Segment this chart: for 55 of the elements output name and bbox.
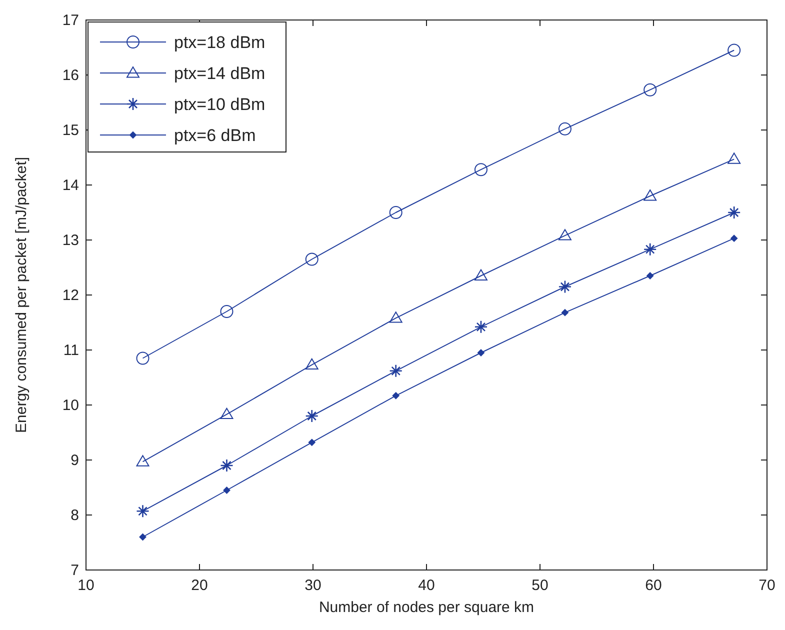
x-tick-label: 70 <box>758 577 776 594</box>
point <box>728 44 741 57</box>
point <box>139 534 146 540</box>
point <box>305 409 319 423</box>
point <box>646 272 654 280</box>
x-tick-label: 50 <box>532 577 548 594</box>
point <box>223 486 230 494</box>
point <box>136 352 150 365</box>
y-tick-label: 12 <box>62 287 79 304</box>
point <box>305 252 318 266</box>
y-tick-label: 11 <box>63 342 79 359</box>
legend-label: ptx=18 dBm <box>174 33 266 52</box>
point <box>477 349 484 356</box>
y-tick-label: 14 <box>62 177 79 194</box>
point <box>644 83 657 96</box>
point <box>136 504 150 518</box>
point <box>644 190 657 201</box>
legend-label: ptx=14 dBm <box>174 64 266 83</box>
point <box>220 408 234 420</box>
point <box>389 206 402 219</box>
y-tick-label: 15 <box>62 122 79 139</box>
point <box>474 163 488 176</box>
x-tick-label: 30 <box>304 577 322 594</box>
point <box>474 269 488 280</box>
legend-label: ptx=10 dBm <box>174 95 266 114</box>
y-tick-label: 8 <box>70 507 79 524</box>
point <box>308 438 316 446</box>
point <box>474 320 488 334</box>
point <box>558 229 572 240</box>
point <box>643 242 657 256</box>
point <box>558 122 572 136</box>
x-tick-label: 40 <box>418 577 435 594</box>
point <box>389 312 402 323</box>
y-tick-label: 10 <box>62 397 79 414</box>
point <box>220 458 234 472</box>
point <box>220 305 234 318</box>
x-tick-label: 20 <box>191 577 208 594</box>
point <box>305 358 318 370</box>
y-axis-title: Energy consumed per packet [mJ/packet] <box>13 157 30 433</box>
point <box>392 392 400 400</box>
point <box>561 309 568 316</box>
point <box>136 455 150 466</box>
y-tick-label: 7 <box>70 562 79 579</box>
x-tick-label: 60 <box>645 577 662 594</box>
y-tick-label: 13 <box>62 232 79 249</box>
point <box>727 206 741 220</box>
y-tick-label: 9 <box>70 452 79 469</box>
x-axis-title: Number of nodes per square km <box>318 599 534 616</box>
y-tick-label: 16 <box>62 67 79 84</box>
point <box>728 152 741 164</box>
point <box>558 280 572 294</box>
y-tick-label: 17 <box>62 12 79 29</box>
point <box>389 364 403 378</box>
legend-label: ptx=6 dBm <box>174 126 256 145</box>
point <box>730 234 738 242</box>
